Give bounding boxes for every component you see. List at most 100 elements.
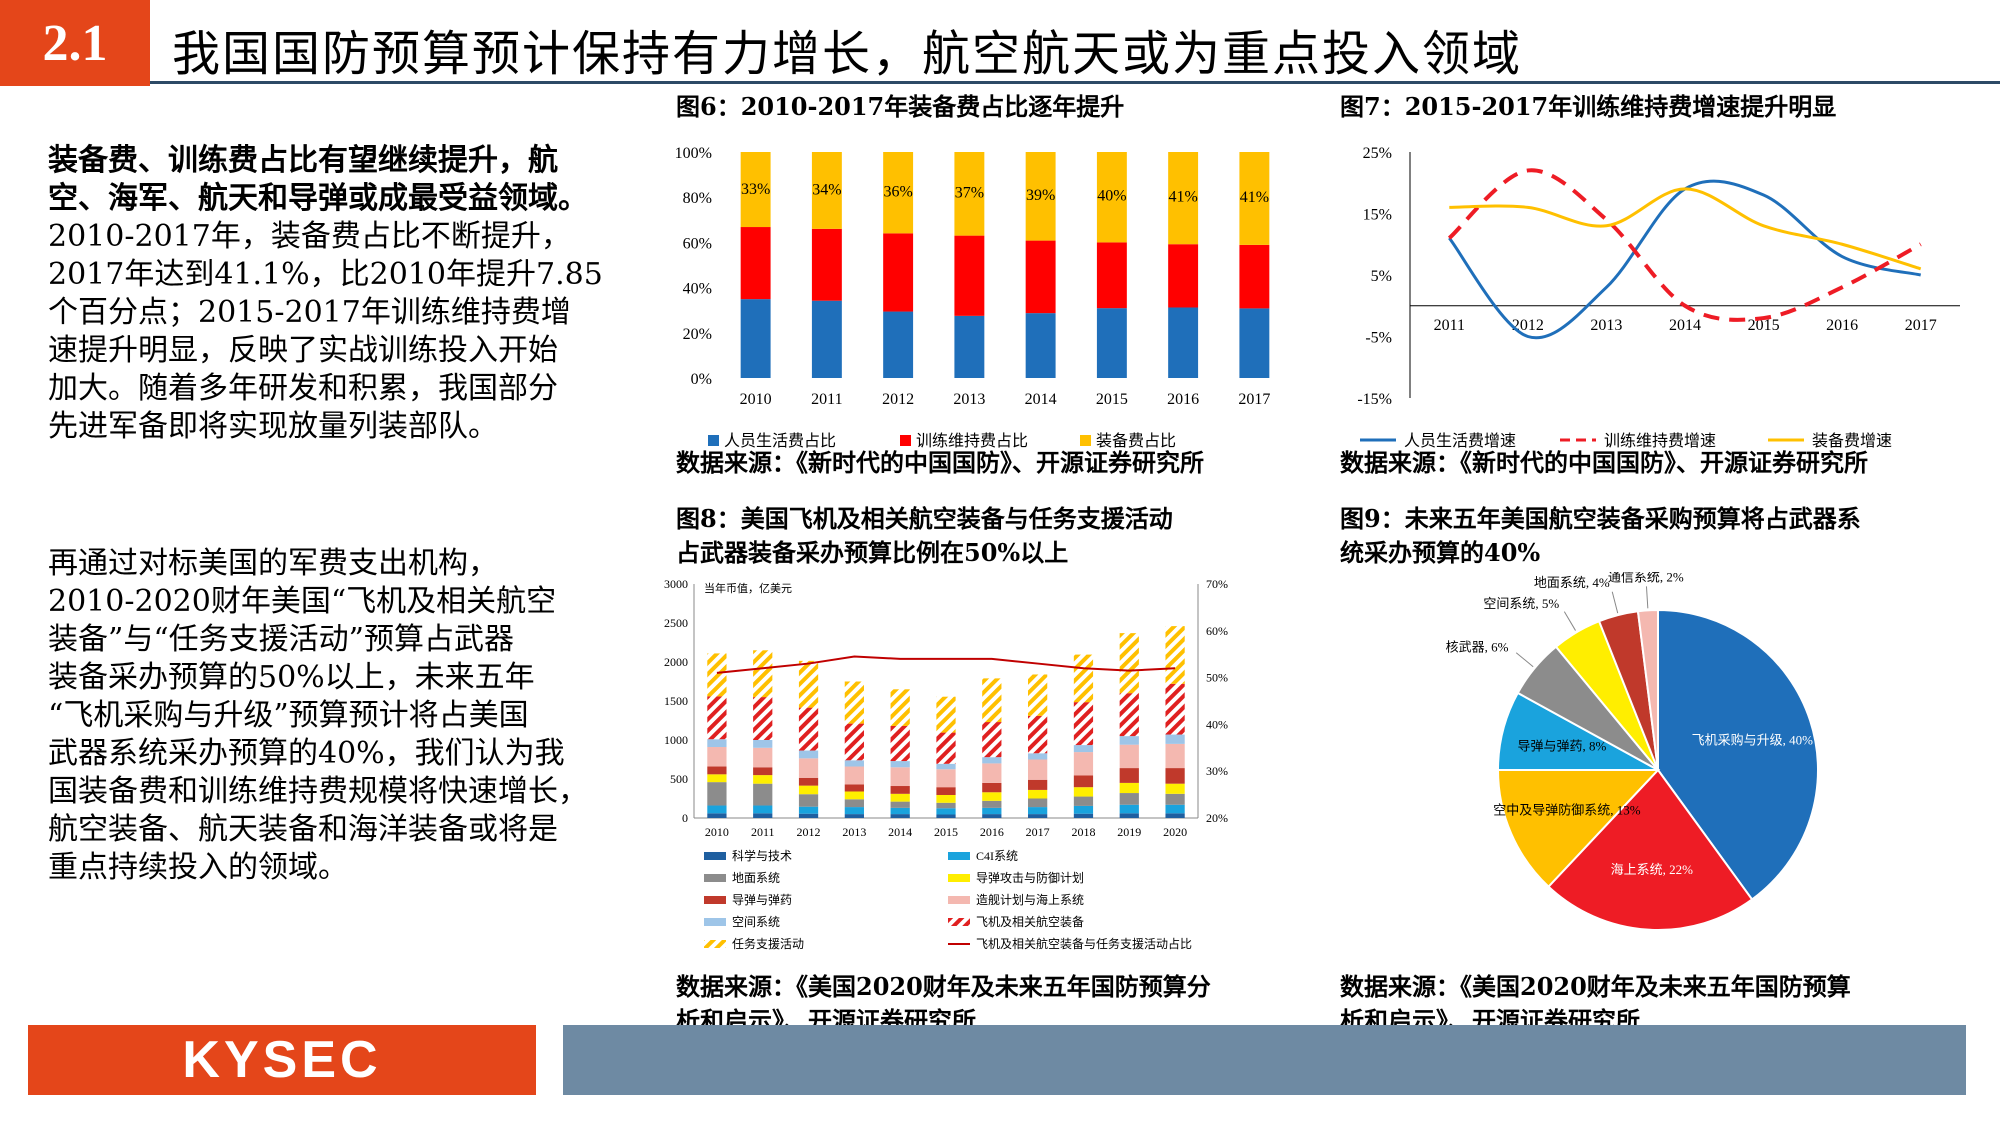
paragraph-2-line: 武器系统采办预算的40%，我们认为我 — [48, 736, 565, 771]
bar-segment — [707, 696, 727, 740]
bar-segment — [982, 814, 1002, 818]
legend-label: 科学与技术 — [732, 848, 792, 863]
paragraph-1-bold-line: 空、海军、航天和导弹或成最受益领域。 — [48, 181, 588, 216]
fig8-source-line: 数据来源：《美国2020财年及未来五年国防预算分 — [676, 972, 1211, 1001]
paragraph-1-line: 速提升明显，反映了实战训练投入开始 — [48, 333, 558, 368]
bar-segment — [740, 152, 771, 228]
legend-label: 装备费占比 — [1096, 432, 1176, 450]
bar-segment — [890, 786, 910, 794]
x-tick-label: 2017 — [1026, 825, 1050, 839]
bar-segment — [1165, 743, 1185, 769]
bar-segment — [1028, 798, 1048, 808]
x-tick-label: 2014 — [1669, 317, 1701, 334]
x-tick-label: 2013 — [1590, 317, 1622, 334]
company-logo: KYSEC — [28, 1025, 536, 1095]
bar-segment — [1028, 759, 1048, 780]
slice-label: 地面系统, 4% — [1534, 575, 1610, 590]
series-line — [1449, 187, 1922, 271]
paragraph-2-line: “飞机采购与升级”预算预计将占美国 — [48, 698, 529, 733]
bar-segment — [844, 784, 864, 792]
x-tick-label: 2017 — [1905, 317, 1937, 334]
bar-segment — [936, 763, 956, 770]
paragraph-2: 再通过对标美国的军费支出机构， 2010-2020财年美国“飞机及相关航空 装备… — [48, 545, 648, 887]
bar-segment — [1119, 744, 1139, 769]
paragraph-2-line: 2010-2020财年美国“飞机及相关航空 — [48, 584, 557, 619]
leader-line — [1645, 586, 1649, 609]
bar-segment — [954, 315, 985, 378]
legend-swatch — [704, 852, 726, 860]
y-tick-label: 80% — [683, 190, 712, 207]
legend-swatch — [708, 435, 719, 446]
data-label: 34% — [812, 182, 841, 199]
x-tick-label: 2015 — [1748, 317, 1780, 334]
data-label: 39% — [1026, 187, 1055, 204]
x-tick-label: 2014 — [888, 825, 912, 839]
bar-segment — [798, 707, 819, 751]
bar-segment — [1119, 736, 1139, 745]
bar-segment — [936, 802, 956, 809]
y-tick-label-right: 20% — [1206, 811, 1228, 825]
leader-line — [1563, 611, 1576, 631]
x-tick-label: 2012 — [882, 391, 914, 408]
paragraph-1-line: 个百分点；2015-2017年训练维持费增 — [48, 295, 571, 330]
bar-segment — [1096, 152, 1127, 243]
bar-segment — [811, 228, 842, 301]
paragraph-1-line: 2017年达到41.1%，比2010年提升7.85 — [48, 257, 603, 292]
legend-swatch — [704, 896, 726, 904]
bar-segment — [982, 757, 1002, 764]
slice-label: 海上系统, 22% — [1611, 862, 1694, 877]
paragraph-2-line: 装备采办预算的50%以上，未来五年 — [48, 660, 535, 695]
bar-segment — [1028, 674, 1048, 716]
data-label: 41% — [1168, 188, 1197, 205]
bar-segment — [883, 311, 914, 378]
bar-segment — [954, 152, 985, 236]
bar-segment — [753, 805, 773, 814]
legend-label: 训练维持费增速 — [1604, 432, 1716, 450]
pie-slice — [1547, 768, 1754, 931]
y-tick-label-left: 500 — [670, 772, 688, 786]
bar-segment — [798, 785, 819, 795]
bar-segment — [1073, 752, 1094, 776]
bar-segment — [890, 725, 910, 762]
legend-swatch — [704, 874, 726, 882]
data-label: 37% — [955, 185, 984, 202]
bar-segment — [982, 782, 1002, 793]
page-title: 我国国防预算预计保持有力增长，航空航天或为重点投入领域 — [172, 26, 1523, 82]
footer-bar — [563, 1025, 1966, 1095]
legend-label: 空间系统 — [732, 915, 780, 929]
bar-segment — [844, 814, 864, 818]
y-tick-label-right: 70% — [1206, 577, 1228, 591]
legend-swatch — [948, 852, 970, 860]
bar-segment — [753, 747, 773, 768]
bar-segment — [936, 787, 956, 795]
pie-slice — [1636, 608, 1659, 771]
legend-label: C4I系统 — [976, 849, 1018, 863]
fig7-title: 图7：2015-2017年训练维持费增速提升明显 — [1340, 92, 1837, 121]
fig9-title: 图9：未来五年美国航空装备采购预算将占武器系 统采办预算的40% — [1340, 502, 1861, 570]
series-line — [1447, 168, 1922, 322]
pie-slice — [1657, 608, 1819, 901]
bar-segment — [707, 747, 727, 767]
legend-label: 人员生活费增速 — [1404, 432, 1516, 450]
bar-segment — [1073, 805, 1094, 814]
x-tick-label: 2012 — [797, 825, 821, 839]
bar-segment — [798, 777, 819, 786]
data-label: 33% — [741, 181, 770, 198]
bar-segment — [798, 660, 819, 708]
fig8-chart: 当年币值，亿美元 0 500 1000 1500 2000 2500 3000 20% 30% 40… — [664, 577, 1228, 951]
x-tick-label: 2018 — [1071, 825, 1095, 839]
bar-segment — [1239, 152, 1270, 245]
bar-segment — [753, 813, 773, 818]
bar-segment — [753, 650, 773, 698]
legend-label: 飞机及相关航空装备 — [976, 914, 1084, 929]
bar-segment — [1165, 804, 1185, 814]
bar-segment — [1028, 814, 1048, 818]
bar-segment — [740, 227, 771, 300]
bar-segment — [1165, 793, 1185, 805]
y-tick-label-left: 1500 — [664, 694, 688, 708]
bar-segment — [844, 723, 864, 761]
x-tick-label: 2016 — [980, 825, 1004, 839]
y-tick-label-left: 0 — [682, 811, 688, 825]
bar-segment — [982, 807, 1002, 815]
legend-swatch — [948, 896, 970, 904]
